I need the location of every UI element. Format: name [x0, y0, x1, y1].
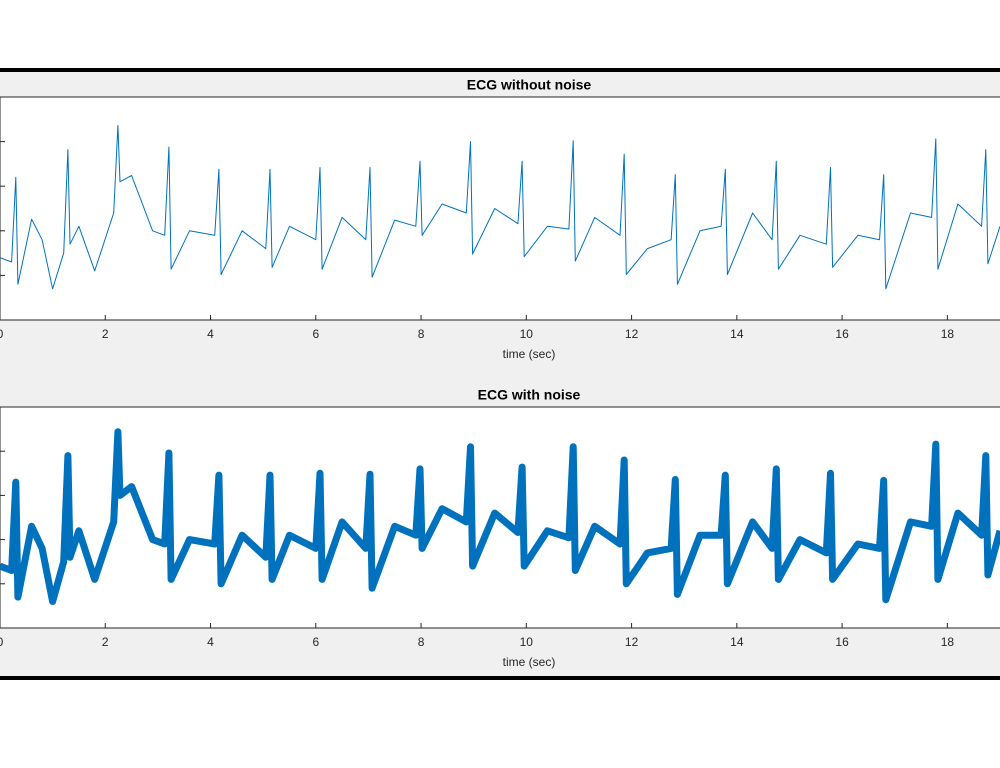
data-line	[0, 125, 1000, 290]
frame-bottom	[0, 676, 1000, 680]
x-tick-label: 6	[312, 327, 319, 341]
x-tick-label: 0	[0, 635, 4, 649]
x-tick-label: 2	[102, 327, 109, 341]
x-tick-label: 4	[207, 327, 214, 341]
data-line	[0, 428, 1000, 605]
x-tick-label: 12	[625, 635, 639, 649]
x-tick-label: 12	[625, 327, 639, 341]
x-tick-label: 2	[102, 635, 109, 649]
x-tick-label: 14	[730, 635, 744, 649]
x-tick-label: 16	[835, 327, 849, 341]
x-tick-label: 8	[418, 635, 425, 649]
x-tick-label: 10	[520, 635, 534, 649]
frame-top	[0, 68, 1000, 72]
x-tick-label: 6	[312, 635, 319, 649]
x-tick-label: 8	[418, 327, 425, 341]
x-tick-label: 10	[520, 327, 534, 341]
x-tick-label: 18	[941, 635, 955, 649]
x-tick-label: 14	[730, 327, 744, 341]
x-tick-label: 4	[207, 635, 214, 649]
x-tick-label: 0	[0, 327, 4, 341]
axes-background	[0, 96, 1000, 321]
chart-title: ECG with noise	[478, 387, 581, 403]
x-axis-label: time (sec)	[503, 655, 556, 669]
x-axis-label: time (sec)	[503, 347, 556, 361]
chart-title: ECG without noise	[467, 77, 592, 93]
x-tick-label: 18	[941, 327, 955, 341]
x-tick-label: 16	[835, 635, 849, 649]
